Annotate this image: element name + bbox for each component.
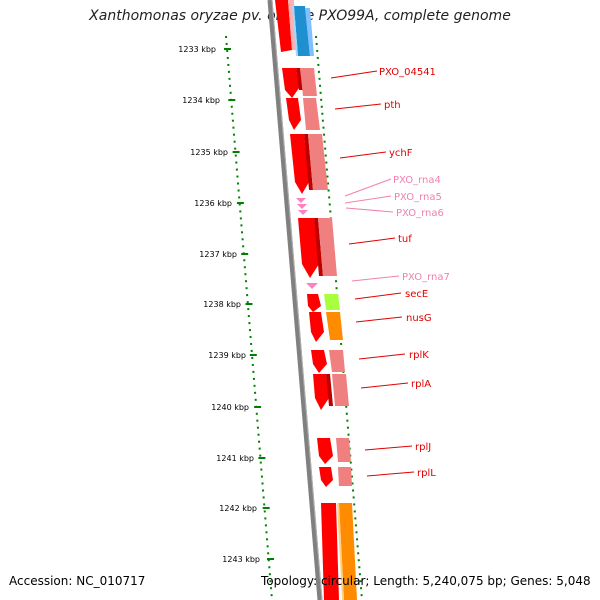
gene-label-PXO_04541[interactable]: PXO_04541 <box>379 67 436 78</box>
scale-label: 1235 kbp <box>190 148 228 157</box>
scale-label: 1234 kbp <box>182 96 220 105</box>
gene-feature-bottom[interactable] <box>321 503 357 600</box>
rna-label-PXO_rna5[interactable]: PXO_rna5 <box>394 192 442 203</box>
gene-feature-rplJ[interactable] <box>317 438 351 464</box>
scale-labels: 1233 kbp 1234 kbp 1235 kbp 1236 kbp 1237… <box>178 45 260 564</box>
scale-label: 1233 kbp <box>178 45 216 54</box>
gene-feature-PXO_04541[interactable] <box>282 68 317 98</box>
gene-feature-rplL[interactable] <box>319 467 352 487</box>
rna-label-PXO_rna4[interactable]: PXO_rna4 <box>393 175 441 186</box>
gene-feature-nusG[interactable] <box>309 312 343 342</box>
scale-label: 1242 kbp <box>219 504 257 513</box>
rna-label-PXO_rna6[interactable]: PXO_rna6 <box>396 208 444 219</box>
rna-feature-PXO_rna5[interactable] <box>297 204 307 209</box>
scale-label: 1239 kbp <box>208 351 246 360</box>
gene-label-tuf[interactable]: tuf <box>398 234 412 245</box>
scale-label: 1243 kbp <box>222 555 260 564</box>
gene-feature-tuf[interactable] <box>298 218 337 278</box>
accession-text: Accession: NC_010717 <box>9 574 146 588</box>
rna-feature-PXO_rna6[interactable] <box>298 210 308 215</box>
rna-feature-PXO_rna4[interactable] <box>296 198 306 203</box>
rna-label-PXO_rna7[interactable]: PXO_rna7 <box>402 272 450 283</box>
label-connectors <box>330 70 415 477</box>
scale-ticks <box>224 48 274 560</box>
rna-feature-PXO_rna7[interactable] <box>306 283 318 289</box>
genome-summary: Topology: circular; Length: 5,240,075 bp… <box>261 574 591 588</box>
gene-label-rplK[interactable]: rplK <box>409 350 429 361</box>
gene-label-rplJ[interactable]: rplJ <box>415 442 431 453</box>
gene-label-pth[interactable]: pth <box>384 100 401 111</box>
gene-label-nusG[interactable]: nusG <box>406 313 432 324</box>
gene-feature-secE[interactable] <box>307 294 340 312</box>
scale-label: 1238 kbp <box>203 300 241 309</box>
gene-label-rplA[interactable]: rplA <box>411 379 431 390</box>
gene-feature-pth[interactable] <box>286 98 320 130</box>
genome-backbone <box>267 0 323 600</box>
gene-label-ychF[interactable]: ychF <box>389 148 413 159</box>
gene-labels: PXO_04541 pth ychF PXO_rna4 PXO_rna5 PXO… <box>379 67 450 479</box>
scale-label: 1237 kbp <box>199 250 237 259</box>
gene-feature-rplK[interactable] <box>311 350 345 373</box>
gene-label-rplL[interactable]: rplL <box>417 468 436 479</box>
feature-partial-top[interactable] <box>275 0 314 56</box>
scale-label: 1241 kbp <box>216 454 254 463</box>
scale-label: 1240 kbp <box>211 403 249 412</box>
scale-label: 1236 kbp <box>194 199 232 208</box>
gene-feature-rplA[interactable] <box>313 374 349 410</box>
gene-label-secE[interactable]: secE <box>405 289 428 300</box>
gene-feature-ychF[interactable] <box>290 134 328 194</box>
